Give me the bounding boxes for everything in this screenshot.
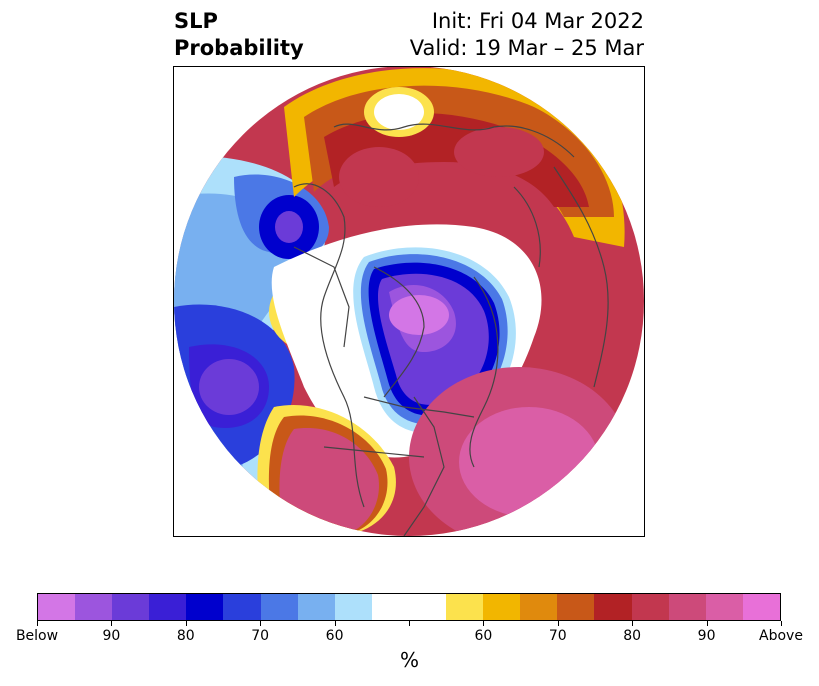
colorbar-swatch: [112, 594, 150, 620]
colorbar-swatch: [186, 594, 224, 620]
colorbar-tick-mark: [632, 621, 634, 626]
colorbar-swatch: [38, 594, 76, 620]
colorbar-swatch: [446, 594, 484, 620]
colorbar-swatch: [260, 594, 298, 620]
colorbar-tick-label: Below: [15, 628, 59, 644]
colorbar-tick-mark: [185, 621, 187, 626]
title-product: Probability: [174, 36, 304, 60]
colorbar-swatch: [483, 594, 521, 620]
colorbar-swatch: [334, 594, 372, 620]
title-variable: SLP: [174, 9, 218, 33]
colorbar-swatch: [520, 594, 558, 620]
colorbar-tick-label: 80: [623, 628, 642, 644]
coastlines: [293, 123, 609, 536]
colorbar-tick-label: 90: [697, 628, 716, 644]
colorbar-tick-mark: [260, 621, 262, 626]
colorbar-tick-label: Above: [759, 628, 803, 644]
colorbar-tick-mark: [37, 621, 38, 626]
colorbar-tick-mark: [409, 621, 410, 626]
colorbar-swatch: [408, 594, 447, 620]
colorbar-tick-label: 70: [251, 628, 270, 644]
colorbar-tick-label: 90: [102, 628, 121, 644]
valid-range: Valid: 19 Mar – 25 Mar: [409, 36, 644, 60]
colorbar-tick-mark: [111, 621, 113, 626]
colorbar-swatch: [705, 594, 743, 620]
map-title: SLP Probability: [174, 8, 304, 62]
colorbar-swatch: [223, 594, 261, 620]
colorbar-swatch: [149, 594, 187, 620]
colorbar-swatch: [557, 594, 595, 620]
init-date: Init: Fri 04 Mar 2022: [431, 9, 644, 33]
colorbar-tick-label: 70: [548, 628, 567, 644]
colorbar-swatch: [594, 594, 632, 620]
colorbar-swatch: [371, 594, 409, 620]
probability-map: [173, 66, 645, 537]
colorbar-tick-mark: [483, 621, 485, 626]
colorbar-tick-label: 80: [176, 628, 195, 644]
anomaly-field: [174, 67, 644, 536]
colorbar-tick-label: 60: [325, 628, 344, 644]
map-dates: Init: Fri 04 Mar 2022 Valid: 19 Mar – 25…: [410, 8, 644, 62]
colorbar: [37, 593, 781, 621]
colorbar-swatch: [668, 594, 706, 620]
colorbar-swatch: [742, 594, 780, 620]
colorbar-tick-mark: [334, 621, 336, 626]
colorbar-tick-label: 60: [474, 628, 493, 644]
colorbar-swatch: [75, 594, 113, 620]
colorbar-swatch: [297, 594, 335, 620]
colorbar-tick-mark: [706, 621, 708, 626]
colorbar-tick-mark: [557, 621, 559, 626]
polar-map-svg: [174, 67, 644, 536]
colorbar-unit: %: [399, 648, 419, 672]
colorbar-tick-labels: Below 90 80 70 60 60 70 80 90 Above: [16, 628, 803, 648]
colorbar-swatch: [631, 594, 669, 620]
colorbar-tick-mark: [781, 621, 782, 626]
